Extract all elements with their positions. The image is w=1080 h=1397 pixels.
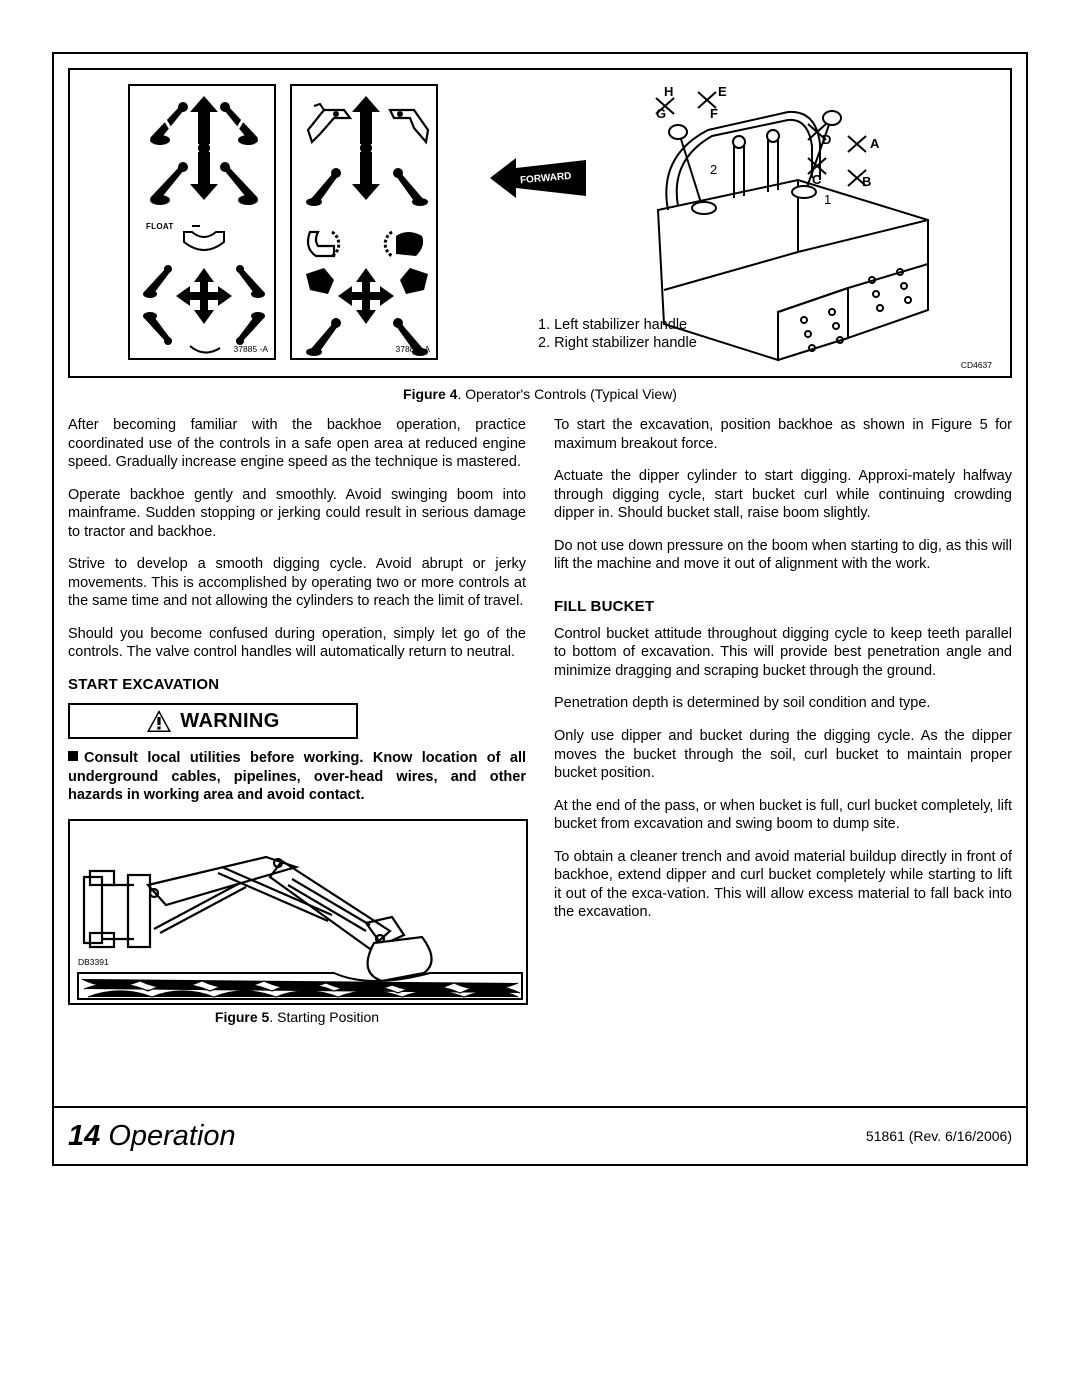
right-p2: Actuate the dipper cylinder to start dig…	[554, 467, 1012, 523]
right-p8: To obtain a cleaner trench and avoid mat…	[554, 848, 1012, 922]
decal-panel-left: FLOAT 37885 -A	[128, 84, 276, 360]
fig4-ref: CD4637	[961, 360, 992, 370]
lbl-B: B	[862, 174, 871, 189]
lbl-F: F	[710, 106, 718, 121]
warning-label: WARNING	[180, 710, 279, 733]
right-p5: Penetration depth is determined by soil …	[554, 694, 1012, 713]
lbl-C: C	[812, 172, 821, 187]
callout-2: 2. Right stabilizer handle	[538, 334, 697, 353]
right-p3: Do not use down pressure on the boom whe…	[554, 537, 1012, 574]
page-footer: 14 Operation 51861 (Rev. 6/16/2006)	[54, 1106, 1026, 1164]
figure5-box: DB3391	[68, 819, 528, 1005]
right-p7: At the end of the pass, or when bucket i…	[554, 797, 1012, 834]
body-columns: After becoming familiar with the backhoe…	[54, 416, 1026, 1025]
decal-left-ref: 37885 -A	[234, 344, 269, 354]
float-label: FLOAT	[146, 222, 174, 231]
right-p1: To start the excavation, position backho…	[554, 416, 1012, 453]
section-title: Operation	[108, 1120, 235, 1152]
lbl-1: 1	[824, 192, 831, 207]
figure5-drawing	[70, 821, 526, 1003]
left-p4: Should you become confused during operat…	[68, 625, 526, 662]
fig4-cap-bold: Figure 4	[403, 386, 457, 402]
fig5-cap-rest: . Starting Position	[269, 1009, 379, 1025]
lbl-H: H	[664, 84, 673, 99]
right-p6: Only use dipper and bucket during the di…	[554, 727, 1012, 783]
lbl-G: G	[656, 106, 666, 121]
figure5-caption: Figure 5. Starting Position	[68, 1009, 526, 1025]
decal-panel-right: 37884 -A	[290, 84, 438, 360]
left-p1: After becoming familiar with the backhoe…	[68, 416, 526, 472]
fig4-cap-rest: . Operator's Controls (Typical View)	[457, 386, 677, 402]
page-number: 14	[68, 1120, 100, 1152]
decal-right-ref: 37884 -A	[396, 344, 431, 354]
footer-left: 14 Operation	[68, 1120, 236, 1153]
decal-right-svg	[292, 86, 440, 362]
warning-box: WARNING	[68, 703, 358, 739]
doc-ref: 51861 (Rev. 6/16/2006)	[866, 1128, 1012, 1144]
left-p3: Strive to develop a smooth digging cycle…	[68, 555, 526, 611]
page-frame: FLOAT 37885 -A	[52, 52, 1028, 1166]
square-bullet-icon	[68, 751, 78, 761]
figure4-caption: Figure 4. Operator's Controls (Typical V…	[54, 386, 1026, 402]
lbl-A: A	[870, 136, 879, 151]
lbl-D: D	[822, 132, 831, 147]
warn-text-body: Consult local utilities before working. …	[68, 750, 526, 803]
left-column: After becoming familiar with the backhoe…	[68, 416, 526, 1025]
warning-triangle-icon	[146, 709, 172, 733]
forward-arrow-icon: FORWARD	[490, 154, 590, 202]
right-column: To start the excavation, position backho…	[554, 416, 1012, 1025]
head-start-excavation: START EXCAVATION	[68, 676, 526, 693]
fig5-ref: DB3391	[78, 957, 109, 967]
right-p4: Control bucket attitude throughout diggi…	[554, 625, 1012, 681]
warn-para: Consult local utilities before working. …	[68, 749, 526, 805]
head-fill-bucket: FILL BUCKET	[554, 598, 1012, 615]
left-p2: Operate backhoe gently and smoothly. Avo…	[68, 486, 526, 542]
fig5-cap-bold: Figure 5	[215, 1009, 269, 1025]
callout-1: 1. Left stabilizer handle	[538, 316, 687, 335]
figure4-box: FLOAT 37885 -A	[68, 68, 1012, 378]
lbl-2: 2	[710, 162, 717, 177]
lbl-E: E	[718, 84, 727, 99]
